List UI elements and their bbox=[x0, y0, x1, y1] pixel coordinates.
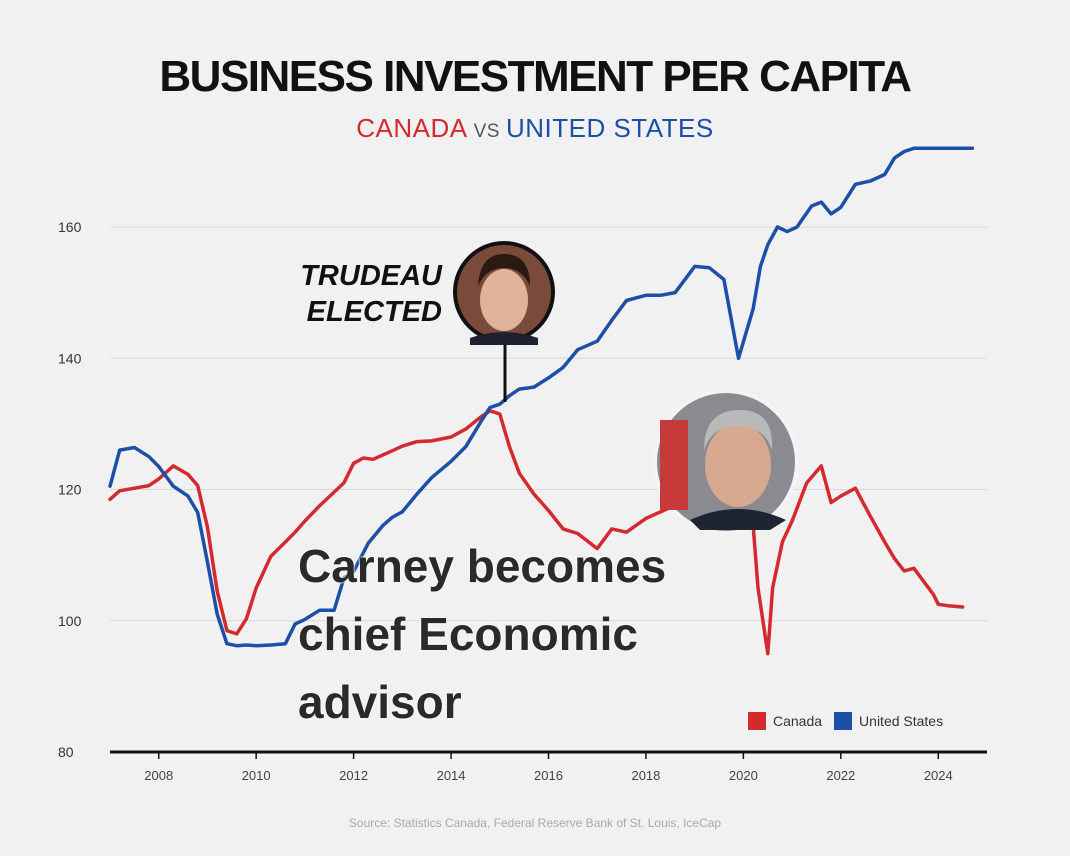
carney-caption: Carney becomes chief Economic advisor bbox=[298, 532, 768, 736]
portrait-hair bbox=[704, 410, 773, 450]
y-tick-label: 80 bbox=[58, 744, 74, 760]
x-tick-label: 2020 bbox=[729, 768, 758, 783]
caption-line-2: chief Economic bbox=[298, 608, 638, 660]
y-tick-label: 100 bbox=[58, 613, 82, 629]
portrait-face bbox=[705, 423, 771, 507]
chart-subtitle: CANADA VS UNITED STATES bbox=[0, 113, 1070, 144]
legend-label-canada: Canada bbox=[773, 713, 823, 729]
caption-line-1: Carney becomes bbox=[298, 540, 667, 592]
y-tick-label: 120 bbox=[58, 482, 82, 498]
x-tick-label: 2018 bbox=[631, 768, 660, 783]
y-axis-ticks: 80 100 120 140 160 bbox=[58, 219, 82, 760]
x-tick-label: 2008 bbox=[144, 768, 173, 783]
series-lines bbox=[108, 146, 975, 656]
portrait-hair bbox=[478, 254, 530, 286]
trudeau-portrait bbox=[453, 241, 555, 345]
x-tick-label: 2014 bbox=[437, 768, 466, 783]
portrait-flag bbox=[660, 420, 688, 510]
x-tick-label: 2024 bbox=[924, 768, 953, 783]
series-line-canada bbox=[108, 409, 965, 656]
portrait-suit bbox=[690, 509, 786, 530]
y-tick-label: 140 bbox=[58, 350, 82, 366]
callout-line-1: TRUDEAU bbox=[300, 260, 442, 292]
chart-legend: Canada United States bbox=[748, 712, 955, 730]
callout-line-2: ELECTED bbox=[306, 296, 442, 328]
portrait-suit bbox=[470, 332, 538, 345]
source-note: Source: Statistics Canada, Federal Reser… bbox=[348, 816, 722, 830]
y-tick-label: 160 bbox=[58, 219, 82, 235]
x-tick-label: 2010 bbox=[242, 768, 271, 783]
legend-item-canada: Canada bbox=[748, 712, 822, 730]
x-tick-label: 2012 bbox=[339, 768, 368, 783]
series-line-united-states bbox=[108, 146, 975, 648]
chart-title: BUSINESS INVESTMENT PER CAPITA bbox=[159, 52, 912, 101]
portrait-layer bbox=[453, 241, 799, 535]
caption-line-3: advisor bbox=[298, 676, 462, 728]
subtitle-canada: CANADA bbox=[356, 113, 468, 143]
x-tick-label: 2016 bbox=[534, 768, 563, 783]
x-tick-label: 2022 bbox=[826, 768, 855, 783]
portrait-face bbox=[480, 269, 528, 331]
subtitle-vs: VS bbox=[473, 121, 500, 142]
legend-label-us: United States bbox=[859, 713, 944, 729]
subtitle-us: UNITED STATES bbox=[505, 113, 714, 143]
x-axis-ticks: 2008 2010 2012 2014 2016 2018 2020 2022 2024 bbox=[144, 752, 953, 783]
legend-swatch-canada bbox=[748, 712, 766, 730]
legend-item-us: United States bbox=[834, 712, 943, 730]
carney-portrait bbox=[653, 389, 799, 535]
legend-swatch-us bbox=[834, 712, 853, 730]
trudeau-callout: TRUDEAU ELECTED bbox=[262, 258, 442, 330]
